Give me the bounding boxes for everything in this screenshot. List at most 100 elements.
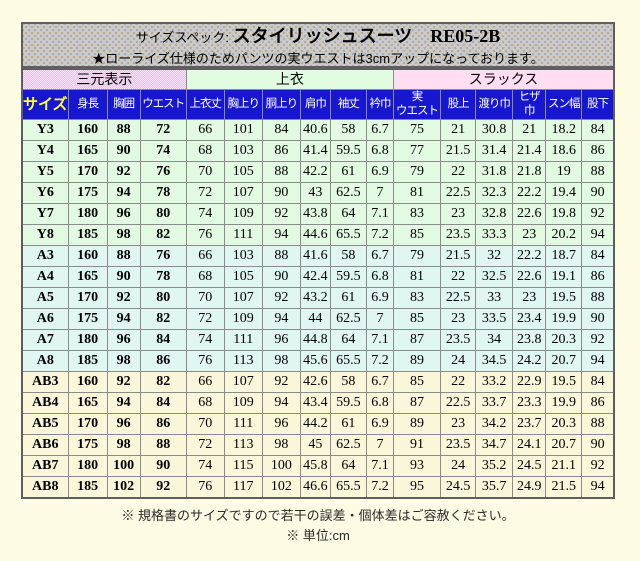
cell-thigh-width: 34.7 <box>475 434 514 456</box>
cell-size: A8 <box>21 350 69 372</box>
table-row-Y8: Y8 185 98 82 76 111 94 44.6 65.5 7.2 85 23.5 33.3 23 2… <box>21 224 615 246</box>
cell-height: 180 <box>67 329 108 351</box>
cell-thigh-width: 30.8 <box>475 119 514 141</box>
cell-knee-width: 24.2 <box>512 350 547 372</box>
column-header-thigh-width: 渡り巾 <box>475 89 514 120</box>
cell-thigh-width: 32 <box>475 245 514 267</box>
column-header-hem-width: スン幅 <box>545 89 583 120</box>
cell-thigh-width: 34 <box>475 329 514 351</box>
cell-size: Y7 <box>21 203 69 225</box>
cell-thigh-width: 32.8 <box>475 203 514 225</box>
cell-chest: 94 <box>106 308 141 330</box>
cell-chest: 96 <box>106 329 141 351</box>
column-header-knee-width: ヒザ 巾 <box>512 89 547 120</box>
cell-hem-width: 19.5 <box>545 371 583 393</box>
cell-chest: 92 <box>106 287 141 309</box>
cell-rise: 21.5 <box>440 245 477 267</box>
cell-body-raise: 92 <box>261 203 301 225</box>
cell-sleeve-length: 62.5 <box>329 434 367 456</box>
cell-thigh-width: 34.2 <box>475 413 514 435</box>
cell-collar-width: 6.8 <box>365 266 395 288</box>
cell-hem-width: 21.1 <box>545 455 583 477</box>
cell-chest: 90 <box>106 140 141 162</box>
cell-knee-width: 24.5 <box>512 455 547 477</box>
cell-jacket-length: 76 <box>185 476 225 499</box>
cell-knee-width: 23.3 <box>512 392 547 414</box>
table-row-AB8: AB8 185 102 92 76 117 102 46.6 65.5 7.2 95 24.5 35.7… <box>21 476 615 499</box>
cell-waist: 82 <box>139 371 187 393</box>
cell-rise: 21.5 <box>440 140 477 162</box>
column-header-chest: 胸囲 <box>106 89 141 120</box>
cell-chest-raise: 103 <box>223 245 263 267</box>
cell-hem-width: 20.7 <box>545 350 583 372</box>
cell-hem-width: 19.9 <box>545 308 583 330</box>
cell-body-raise: 90 <box>261 266 301 288</box>
group-header-slacks: スラックス <box>393 68 615 90</box>
cell-hem-width: 19.5 <box>545 287 583 309</box>
cell-sleeve-length: 62.5 <box>329 308 367 330</box>
cell-inseam: 88 <box>581 161 615 183</box>
cell-shoulder-width: 43.4 <box>299 392 331 414</box>
cell-chest-raise: 107 <box>223 287 263 309</box>
cell-knee-width: 23.7 <box>512 413 547 435</box>
cell-waist: 86 <box>139 413 187 435</box>
cell-knee-width: 23.8 <box>512 329 547 351</box>
table-row-Y4: Y4 165 90 74 68 103 86 41.4 59.5 6.8 77 21.5 31.4 21.… <box>21 140 615 162</box>
content-area: サイズスペック: スタイリッシュスーツ RE05-2B ★ローライズ仕様のためパ… <box>21 22 615 543</box>
table-row-A8: A8 185 98 86 76 113 98 45.6 65.5 7.2 89 24 34.5 24.2 2… <box>21 350 615 372</box>
cell-size: Y4 <box>21 140 69 162</box>
cell-chest: 96 <box>106 413 141 435</box>
cell-actual-waist: 83 <box>393 203 442 225</box>
cell-body-raise: 86 <box>261 140 301 162</box>
cell-rise: 23.5 <box>440 329 477 351</box>
cell-chest: 94 <box>106 182 141 204</box>
cell-size: AB3 <box>21 371 69 393</box>
column-header-jacket-length: 上衣丈 <box>185 89 225 120</box>
title-prefix: サイズスペック: <box>135 30 230 45</box>
cell-height: 180 <box>67 203 108 225</box>
cell-collar-width: 6.9 <box>365 161 395 183</box>
column-header-row: サイズ 身長 胸囲 ウエスト 上衣丈 胸上り 胴上り 肩巾 袖丈 衿巾実 ウエスト 股上 渡り巾 ヒザ … <box>21 89 615 120</box>
column-header-height: 身長 <box>67 89 108 120</box>
cell-collar-width: 6.9 <box>365 287 395 309</box>
cell-sleeve-length: 65.5 <box>329 224 367 246</box>
cell-chest: 96 <box>106 203 141 225</box>
cell-waist: 90 <box>139 455 187 477</box>
cell-thigh-width: 33.2 <box>475 371 514 393</box>
cell-knee-width: 22.6 <box>512 266 547 288</box>
cell-inseam: 84 <box>581 119 615 141</box>
cell-body-raise: 96 <box>261 413 301 435</box>
cell-collar-width: 6.7 <box>365 371 395 393</box>
cell-chest: 92 <box>106 371 141 393</box>
cell-sleeve-length: 59.5 <box>329 392 367 414</box>
cell-actual-waist: 85 <box>393 308 442 330</box>
cell-sleeve-length: 61 <box>329 161 367 183</box>
cell-collar-width: 7.1 <box>365 455 395 477</box>
cell-chest-raise: 109 <box>223 308 263 330</box>
cell-hem-width: 19.9 <box>545 392 583 414</box>
spec-title-box: サイズスペック: スタイリッシュスーツ RE05-2B ★ローライズ仕様のためパ… <box>21 22 615 68</box>
table-row-A7: A7 180 96 84 74 111 96 44.8 64 7.1 87 23.5 34 23.8 20.… <box>21 329 615 351</box>
cell-size: Y6 <box>21 182 69 204</box>
table-row-Y5: Y5 170 92 76 70 105 88 42.2 61 6.9 79 22 31.8 21.8 19 8… <box>21 161 615 183</box>
cell-sleeve-length: 58 <box>329 119 367 141</box>
cell-chest-raise: 115 <box>223 455 263 477</box>
cell-shoulder-width: 42.2 <box>299 161 331 183</box>
cell-waist: 76 <box>139 245 187 267</box>
cell-size: A5 <box>21 287 69 309</box>
cell-height: 160 <box>67 371 108 393</box>
cell-waist: 78 <box>139 266 187 288</box>
cell-thigh-width: 31.4 <box>475 140 514 162</box>
cell-collar-width: 7 <box>365 182 395 204</box>
cell-jacket-length: 74 <box>185 329 225 351</box>
cell-rise: 24 <box>440 455 477 477</box>
cell-collar-width: 6.8 <box>365 140 395 162</box>
cell-rise: 24.5 <box>440 476 477 499</box>
cell-waist: 82 <box>139 308 187 330</box>
cell-jacket-length: 66 <box>185 245 225 267</box>
cell-height: 175 <box>67 434 108 456</box>
cell-body-raise: 88 <box>261 245 301 267</box>
cell-size: Y8 <box>21 224 69 246</box>
cell-shoulder-width: 43.8 <box>299 203 331 225</box>
